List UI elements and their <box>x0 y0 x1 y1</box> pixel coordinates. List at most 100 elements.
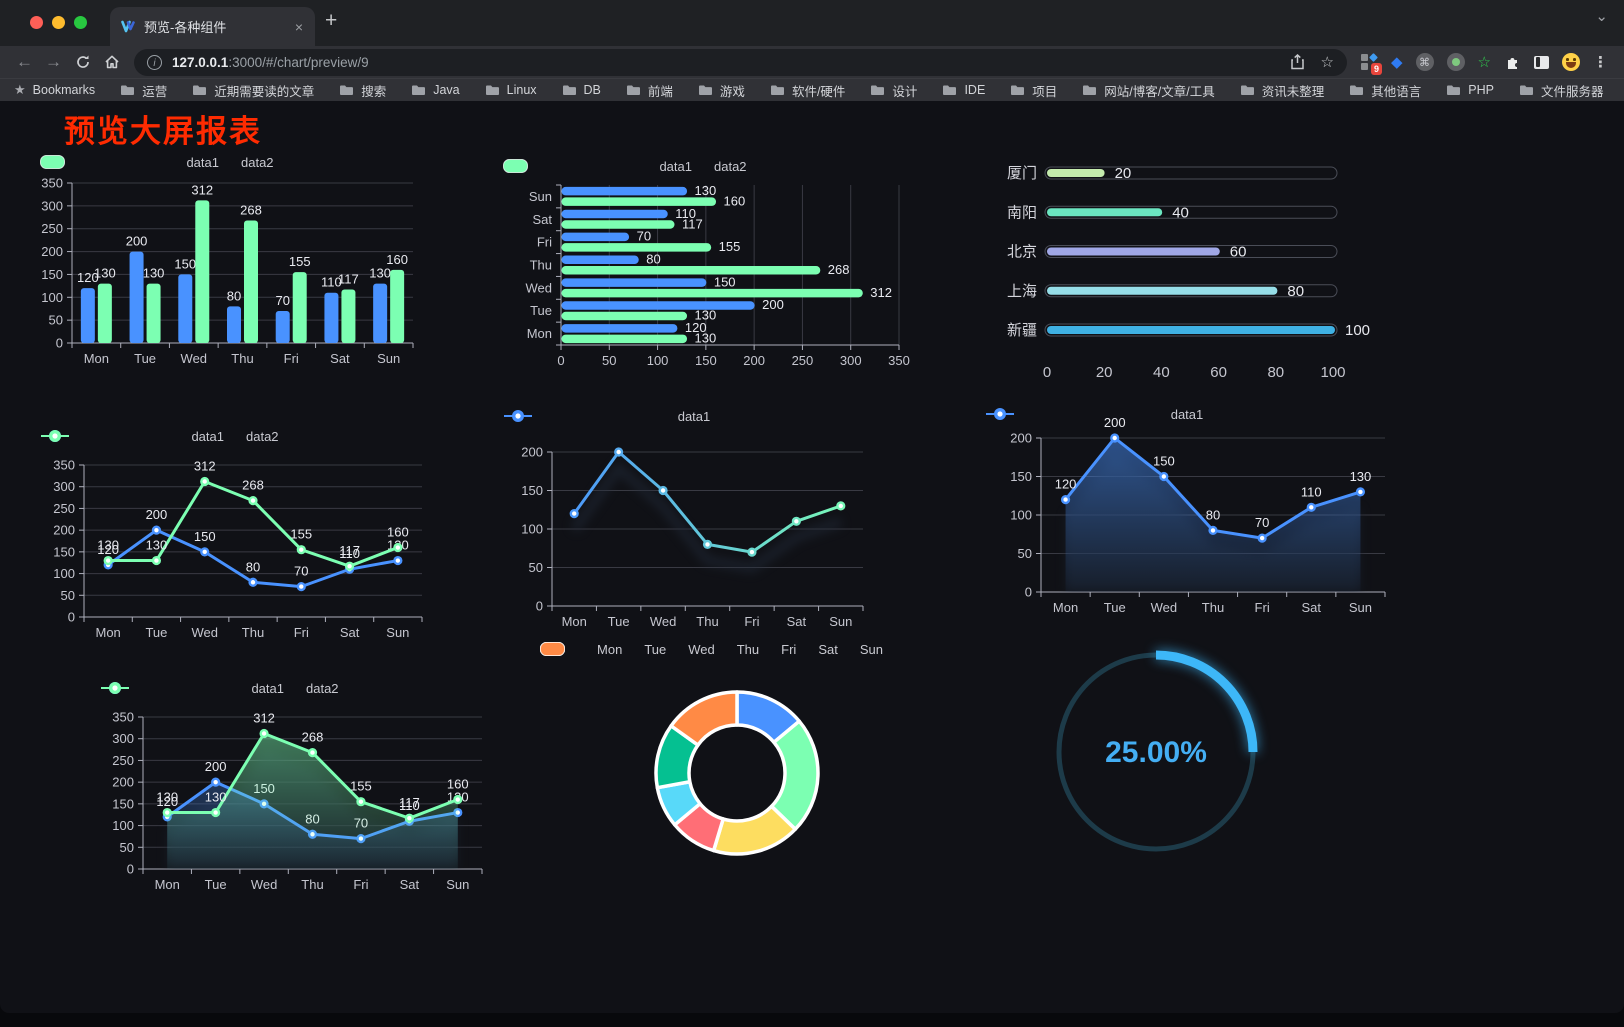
legend-item-Thu[interactable]: Thu <box>540 642 759 657</box>
legend-label: data2 <box>306 681 339 696</box>
legend-item-data1[interactable]: data1 <box>504 409 711 424</box>
legend-label: data2 <box>241 155 274 170</box>
svg-text:200: 200 <box>1104 415 1126 430</box>
bookmark-folder[interactable]: 运营 <box>120 81 167 100</box>
tab-strip: 预览-各种组件 × + ⌄ <box>0 0 1624 46</box>
svg-text:150: 150 <box>1153 454 1175 469</box>
legend-item-Wed[interactable]: Wed <box>540 642 715 657</box>
menu-icon[interactable]: ⋮ <box>1593 54 1608 71</box>
svg-text:200: 200 <box>743 353 765 368</box>
new-tab-button[interactable]: + <box>325 9 338 32</box>
bookmark-folder[interactable]: 资讯未整理 <box>1240 81 1324 100</box>
tab-search-chevron-icon[interactable]: ⌄ <box>1595 8 1608 25</box>
recorder-icon[interactable] <box>1446 53 1465 71</box>
gem-icon[interactable]: ◆ <box>1391 54 1403 71</box>
legend-item-data1[interactable]: data1 <box>41 429 224 444</box>
close-window-button[interactable] <box>30 16 43 29</box>
legend-label: data1 <box>677 409 711 424</box>
bookmark-folder[interactable]: 项目 <box>1010 81 1057 100</box>
legend-item-data2[interactable]: data2 <box>41 429 279 444</box>
legend-item-data2[interactable]: data2 <box>40 155 274 170</box>
reload-button[interactable] <box>68 52 97 72</box>
bookmark-folder[interactable]: 游戏 <box>698 81 745 100</box>
legend-item-data2[interactable]: data2 <box>503 159 747 174</box>
bookmark-folder[interactable]: Linux <box>485 81 537 100</box>
svg-text:350: 350 <box>888 353 910 368</box>
bookmark-folder[interactable]: 软件/硬件 <box>770 81 845 100</box>
svg-text:155: 155 <box>350 779 372 794</box>
legend-item-Tue[interactable]: Tue <box>540 642 667 657</box>
svg-text:110: 110 <box>321 275 342 290</box>
svg-text:150: 150 <box>194 529 216 544</box>
legend-item-Mon[interactable]: Mon <box>540 642 622 657</box>
svg-text:50: 50 <box>602 353 616 368</box>
home-button[interactable] <box>97 52 126 72</box>
address-bar[interactable]: i 127.0.0.1:3000/#/chart/preview/9 ☆ <box>134 48 1347 76</box>
bookmark-folder[interactable]: 前端 <box>626 81 673 100</box>
command-icon[interactable]: ⌘ <box>1415 53 1434 71</box>
legend-item-Fri[interactable]: Fri <box>540 642 796 657</box>
green-star-icon[interactable]: ☆ <box>1477 54 1491 71</box>
svg-text:60: 60 <box>1210 364 1227 381</box>
svg-text:120: 120 <box>156 794 178 809</box>
svg-text:100: 100 <box>647 353 669 368</box>
progress-gauge: 25.00% <box>1040 645 1280 865</box>
tab-close-icon[interactable]: × <box>294 18 303 35</box>
browser-tab[interactable]: 预览-各种组件 × <box>110 7 315 46</box>
legend-label: Tue <box>644 642 667 657</box>
legend-item-data1[interactable]: data1 <box>40 155 219 170</box>
svg-text:130: 130 <box>94 266 116 281</box>
star-icon: ★ <box>14 82 26 97</box>
legend-item-Sun[interactable]: Sun <box>540 642 883 657</box>
tab-grid-icon[interactable]: 9 <box>1361 52 1382 75</box>
bookmark-folder[interactable]: 近期需要读的文章 <box>192 81 314 100</box>
bookmark-folder[interactable]: 设计 <box>870 81 917 100</box>
bookmarks-manager[interactable]: ★ Bookmarks <box>14 82 96 97</box>
bookmark-folder[interactable]: IDE <box>942 81 985 100</box>
bookmark-star-icon[interactable]: ☆ <box>1320 54 1334 71</box>
svg-text:Thu: Thu <box>1202 600 1224 615</box>
page-title: 预览大屏报表 <box>64 114 262 149</box>
bookmark-folder[interactable]: 网站/博客/文章/工具 <box>1082 81 1215 100</box>
bookmark-folder[interactable]: 其他语言 <box>1349 81 1421 100</box>
svg-text:150: 150 <box>112 796 134 811</box>
svg-text:Fri: Fri <box>284 351 299 366</box>
svg-text:100: 100 <box>1010 508 1032 523</box>
extensions-puzzle-icon[interactable] <box>1504 54 1521 71</box>
svg-text:Wed: Wed <box>650 614 677 629</box>
share-icon[interactable] <box>1290 54 1305 70</box>
svg-text:上海: 上海 <box>1007 283 1037 300</box>
legend-item-Sat[interactable]: Sat <box>540 642 838 657</box>
bookmark-folder[interactable]: DB <box>562 81 601 100</box>
svg-text:130: 130 <box>695 331 717 346</box>
legend-item-data2[interactable]: data2 <box>101 681 339 696</box>
legend-item-data1[interactable]: data1 <box>986 407 1203 422</box>
svg-text:268: 268 <box>240 202 262 217</box>
svg-text:0: 0 <box>56 336 63 351</box>
bookmark-folder[interactable]: Java <box>411 81 460 100</box>
bookmark-folder[interactable]: PHP <box>1446 81 1494 100</box>
minimize-window-button[interactable] <box>52 16 65 29</box>
sidebar-icon[interactable] <box>1534 55 1549 69</box>
svg-text:110: 110 <box>339 546 360 561</box>
chart-legend: data1 <box>503 409 885 424</box>
folder-icon <box>412 85 426 95</box>
svg-text:40: 40 <box>1153 364 1170 381</box>
forward-button[interactable]: → <box>45 52 62 71</box>
pie-slice-Sun[interactable] <box>669 690 739 747</box>
bookmark-folder[interactable]: 搜索 <box>339 81 386 100</box>
folder-icon <box>626 85 640 95</box>
zoom-window-button[interactable] <box>74 16 87 29</box>
site-info-icon[interactable]: i <box>147 54 162 70</box>
line-chart-dual-svg: 0 50 100 150 200 250 300 350 Mon Tue Wed Thu Fri Sat S… <box>53 458 423 640</box>
svg-text:厦门: 厦门 <box>1007 165 1037 182</box>
bookmark-folder[interactable]: 文件服务器 <box>1519 81 1603 100</box>
emoji-icon[interactable] <box>1562 53 1580 71</box>
svg-text:70: 70 <box>275 293 289 308</box>
legend-item-data1[interactable]: data1 <box>101 681 284 696</box>
folder-icon <box>698 85 712 95</box>
legend-item-data1[interactable]: data1 <box>503 159 692 174</box>
horizontal-bar-chart: 0 50 100 150 200 250 300 350 Mon 120 130 Tue 200 130 W… <box>503 147 910 379</box>
back-button[interactable]: ← <box>16 52 33 71</box>
svg-text:Sun: Sun <box>529 189 552 204</box>
